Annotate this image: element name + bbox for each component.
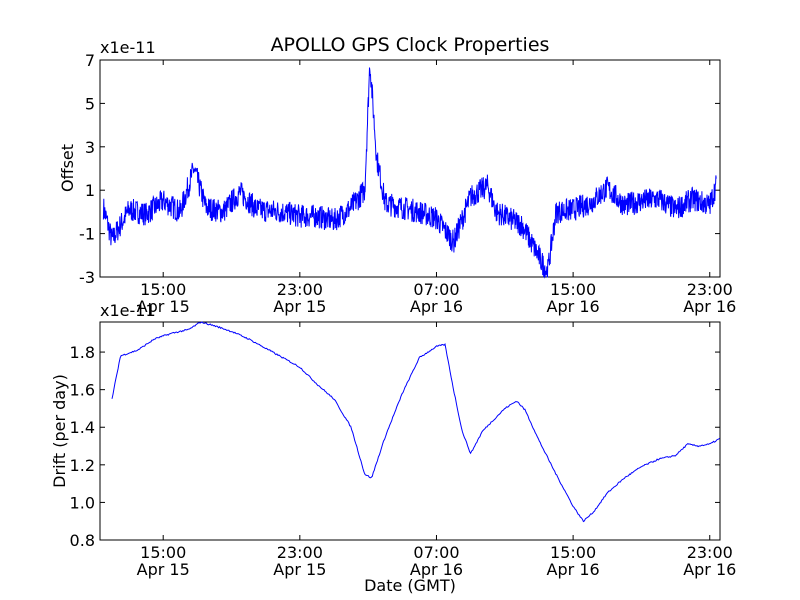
y-tick-label: -1: [79, 225, 95, 244]
offset-y-label: Offset: [58, 144, 77, 192]
x-axis-label: Date (GMT): [364, 576, 456, 595]
x-tick-label-time: 23:00: [277, 543, 323, 562]
x-tick-label-date: Apr 15: [273, 297, 326, 316]
x-tick-label-date: Apr 16: [547, 560, 600, 579]
x-tick-label-time: 15:00: [550, 280, 596, 299]
x-tick-label-date: Apr 16: [683, 560, 736, 579]
x-tick-label-time: 07:00: [413, 280, 459, 299]
y-tick-label: 1.2: [70, 456, 95, 475]
y-tick-label: 1.6: [70, 381, 95, 400]
y-tick-label: 1.4: [70, 418, 95, 437]
y-tick-label: -3: [79, 268, 95, 287]
x-tick-label-date: Apr 16: [683, 297, 736, 316]
x-tick-label-time: 23:00: [277, 280, 323, 299]
y-tick-label: 1.0: [70, 493, 95, 512]
x-tick-label-date: Apr 16: [410, 297, 463, 316]
drift-y-ticks: 1.8 1.6 1.4 1.2 1.0 0.8: [70, 343, 720, 550]
drift-series-line: [111, 321, 720, 523]
x-tick-label-time: 07:00: [413, 543, 459, 562]
offset-plot-frame: [99, 59, 721, 278]
x-tick-label-time: 23:00: [687, 280, 733, 299]
y-tick-label: 0.8: [70, 531, 95, 550]
y-tick-label: 1.8: [70, 343, 95, 362]
x-tick-label-time: 15:00: [550, 543, 596, 562]
drift-plot-frame: [99, 321, 721, 541]
offset-y-ticks: 7 5 3 1 -1 -3: [79, 51, 720, 287]
y-tick-label: 3: [85, 138, 95, 157]
x-tick-label-date: Apr 16: [410, 560, 463, 579]
x-tick-label-time: 15:00: [140, 543, 186, 562]
offset-scale-label: x1e-11: [100, 38, 156, 57]
drift-y-label: Drift (per day): [50, 374, 69, 488]
x-tick-label-date: Apr 15: [273, 560, 326, 579]
y-tick-label: 7: [85, 51, 95, 70]
x-tick-label-date: Apr 16: [547, 297, 600, 316]
x-tick-label-time: 23:00: [687, 543, 733, 562]
offset-series-line: [102, 67, 717, 279]
y-tick-label: 5: [85, 94, 95, 113]
x-tick-label-date: Apr 15: [137, 560, 190, 579]
figure-title: APOLLO GPS Clock Properties: [271, 34, 550, 56]
y-tick-label: 1: [85, 181, 95, 200]
x-tick-label-date: Apr 15: [137, 297, 190, 316]
drift-scale-label: x1e-11: [100, 301, 156, 320]
x-tick-label-time: 15:00: [140, 280, 186, 299]
